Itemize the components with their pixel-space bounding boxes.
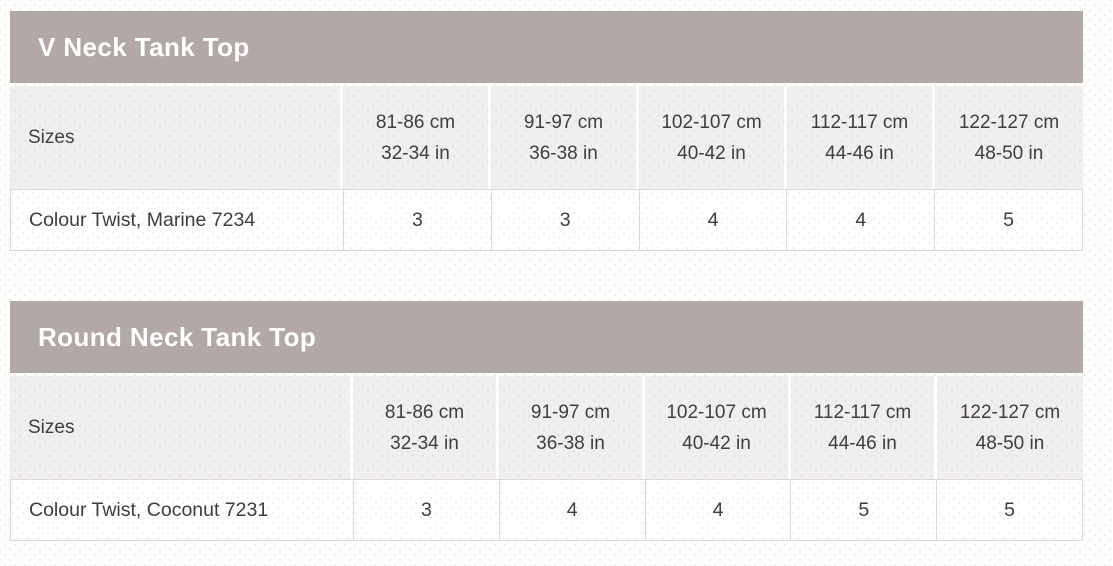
- size-cm-label: 102-107 cm: [661, 111, 762, 133]
- product-name-cell: Colour Twist, Coconut 7231: [11, 479, 354, 541]
- size-in-label: 44-46 in: [828, 432, 897, 454]
- size-cm-label: 81-86 cm: [375, 111, 456, 133]
- product-row: Colour Twist, Marine 7234 3 3 4 4 5: [10, 189, 1083, 251]
- quantity-value: 3: [559, 208, 571, 231]
- size-in-label: 40-42 in: [677, 142, 746, 164]
- quantity-value: 5: [858, 498, 870, 521]
- quantity-cell: 4: [499, 479, 646, 541]
- quantity-cell: 4: [645, 479, 792, 541]
- quantity-cell: 3: [344, 189, 492, 251]
- size-in-label: 32-34 in: [381, 142, 450, 164]
- quantity-cell: 4: [639, 189, 788, 251]
- quantity-cell: 5: [937, 479, 1083, 541]
- size-column-header: 91-97 cm 36-38 in: [491, 86, 639, 189]
- quantity-value: 5: [1003, 208, 1015, 231]
- quantity-value: 4: [712, 498, 724, 521]
- size-cm-label: 122-127 cm: [959, 401, 1061, 423]
- table-title-bar: Round Neck Tank Top: [10, 301, 1083, 373]
- size-cm-label: 81-86 cm: [384, 401, 465, 423]
- size-cm-label: 122-127 cm: [958, 111, 1060, 133]
- quantity-value: 4: [566, 498, 578, 521]
- product-name: Colour Twist, Coconut 7231: [29, 498, 269, 521]
- quantity-value: 3: [411, 208, 423, 231]
- quantity-cell: 5: [791, 479, 938, 541]
- size-column-header: 91-97 cm 36-38 in: [499, 376, 645, 479]
- sizes-label: Sizes: [28, 126, 75, 148]
- size-column-header: 81-86 cm 32-34 in: [343, 86, 491, 189]
- quantity-value: 3: [420, 498, 432, 521]
- size-in-label: 44-46 in: [825, 142, 894, 164]
- quantity-value: 5: [1004, 498, 1016, 521]
- size-column-header: 102-107 cm 40-42 in: [645, 376, 791, 479]
- size-column-header: 102-107 cm 40-42 in: [639, 86, 787, 189]
- size-header-row: Sizes 81-86 cm 32-34 in 91-97 cm 36-38 i…: [10, 86, 1083, 189]
- size-in-label: 32-34 in: [390, 432, 459, 454]
- size-cm-label: 112-117 cm: [813, 401, 912, 423]
- product-name: Colour Twist, Marine 7234: [29, 208, 256, 231]
- quantity-cell: 5: [935, 189, 1083, 251]
- sizes-header-cell: Sizes: [10, 376, 353, 479]
- size-in-label: 36-38 in: [529, 142, 598, 164]
- quantity-value: 4: [855, 208, 867, 231]
- quantity-value: 4: [707, 208, 719, 231]
- quantity-cell: 3: [491, 189, 640, 251]
- size-table-v-neck: V Neck Tank Top Sizes 81-86 cm 32-34 in …: [10, 11, 1083, 251]
- size-table-round-neck: Round Neck Tank Top Sizes 81-86 cm 32-34…: [10, 301, 1083, 541]
- size-cm-label: 91-97 cm: [523, 111, 604, 133]
- sizes-header-cell: Sizes: [10, 86, 343, 189]
- size-in-label: 48-50 in: [975, 432, 1045, 454]
- size-in-label: 40-42 in: [682, 432, 751, 454]
- product-row: Colour Twist, Coconut 7231 3 4 4 5 5: [10, 479, 1083, 541]
- size-column-header: 122-127 cm 48-50 in: [935, 86, 1083, 189]
- quantity-cell: 3: [354, 479, 500, 541]
- size-column-header: 81-86 cm 32-34 in: [353, 376, 499, 479]
- table-title: Round Neck Tank Top: [38, 321, 317, 352]
- quantity-cell: 4: [787, 189, 936, 251]
- size-cm-label: 91-97 cm: [530, 401, 611, 423]
- size-in-label: 36-38 in: [536, 432, 605, 454]
- size-column-header: 112-117 cm 44-46 in: [787, 86, 935, 189]
- size-header-row: Sizes 81-86 cm 32-34 in 91-97 cm 36-38 i…: [10, 376, 1083, 479]
- size-column-header: 122-127 cm 48-50 in: [937, 376, 1083, 479]
- size-in-label: 48-50 in: [974, 142, 1044, 164]
- table-title: V Neck Tank Top: [38, 31, 250, 62]
- size-column-header: 112-117 cm 44-46 in: [791, 376, 937, 479]
- size-cm-label: 102-107 cm: [666, 401, 767, 423]
- size-cm-label: 112-117 cm: [810, 111, 909, 133]
- product-name-cell: Colour Twist, Marine 7234: [11, 189, 344, 251]
- sizes-label: Sizes: [28, 416, 75, 438]
- table-title-bar: V Neck Tank Top: [10, 11, 1083, 83]
